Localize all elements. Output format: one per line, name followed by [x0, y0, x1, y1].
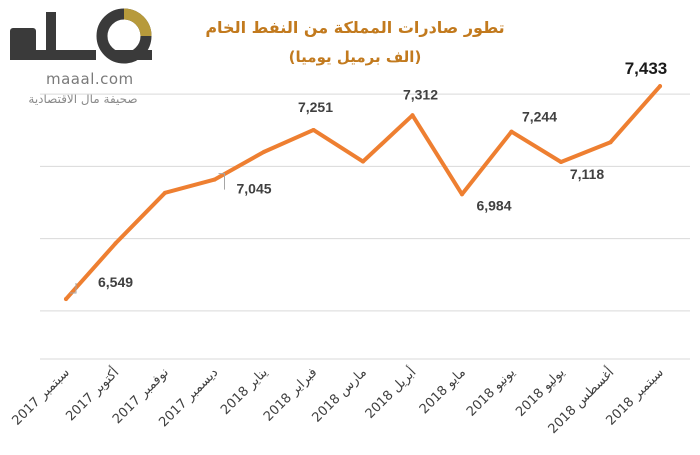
logo-tagline: صحيفة مال الاقتصادية [28, 92, 138, 106]
data-label: 6,549 [98, 274, 133, 290]
chart-subtitle: (الف برميل يوميا) [288, 48, 422, 66]
data-point [509, 129, 514, 134]
data-point [559, 159, 563, 164]
series-line [64, 84, 662, 302]
data-label: 7,045 [237, 181, 272, 197]
maaal-logo-mark [10, 8, 152, 64]
data-point [113, 241, 118, 246]
data-label: 7,433 [625, 59, 668, 78]
data-point [361, 159, 365, 164]
data-point [64, 297, 68, 302]
data-point [410, 113, 415, 118]
data-label-leader [218, 173, 225, 190]
data-point [658, 84, 662, 89]
x-tick-label: أبريل 2018 [361, 364, 419, 422]
x-tick-label: يناير 2018 [218, 365, 271, 418]
data-label: 6,984 [476, 197, 511, 213]
chart-title: تطور صادرات المملكة من النفط الخام [205, 18, 505, 37]
data-point [608, 140, 613, 145]
x-tick-label: يونيو 2018 [464, 365, 519, 420]
data-point [212, 177, 217, 182]
x-tick-label: مايو 2018 [417, 365, 469, 417]
data-label: 7,244 [522, 109, 557, 125]
data-label: 7,251 [298, 99, 333, 115]
data-point [262, 149, 266, 154]
maaal-logo: maaal.com صحيفة مال الاقتصادية [6, 6, 156, 106]
data-label-leader [70, 283, 77, 294]
data-point [311, 127, 316, 132]
logo-site: maaal.com [46, 70, 134, 88]
data-point [163, 190, 167, 195]
data-point [460, 192, 464, 197]
data-label: 7,118 [570, 166, 604, 182]
x-tick-label: سبتمبر 2017 [9, 365, 72, 428]
data-label: 7,312 [403, 86, 438, 102]
